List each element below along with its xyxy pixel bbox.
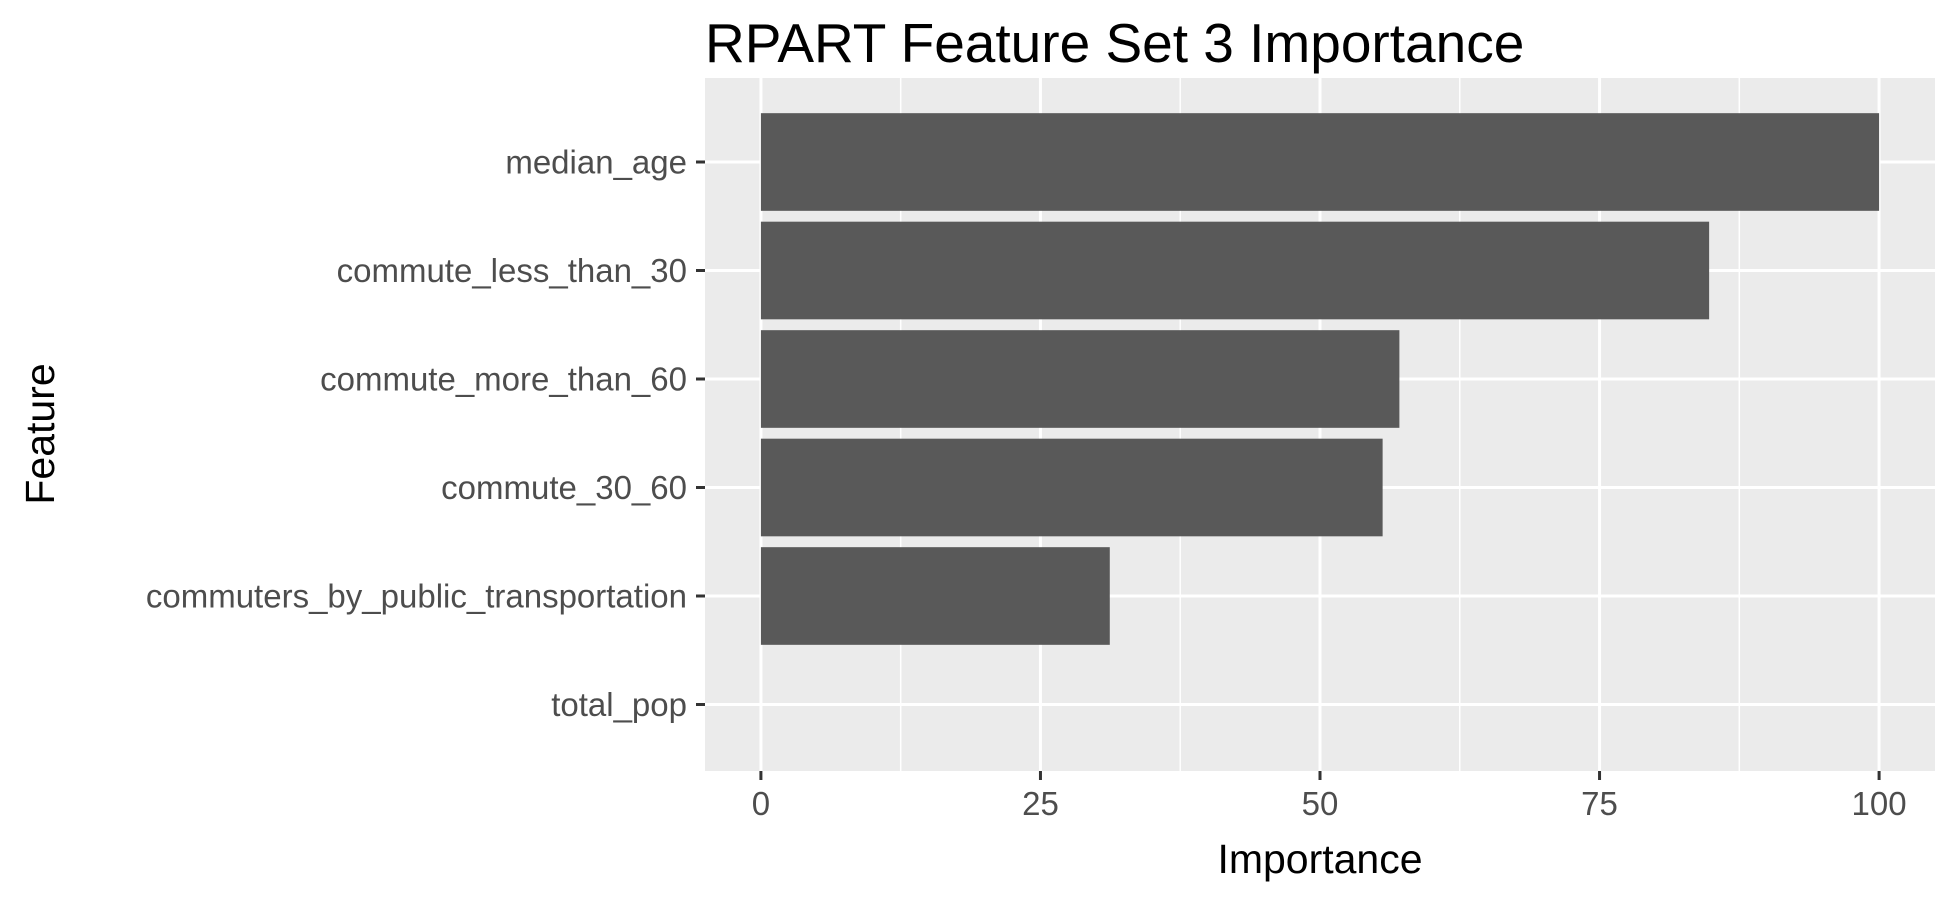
y-axis: median_age commute_less_than_30 commute_mo… bbox=[146, 144, 705, 723]
y-tick-label: commuters_by_public_transportation bbox=[146, 578, 687, 615]
x-tick-label: 75 bbox=[1581, 785, 1618, 822]
y-axis-title: Feature bbox=[17, 363, 63, 504]
bar-commuters-by-public-transportation bbox=[760, 547, 1110, 645]
x-tick-label: 25 bbox=[1022, 785, 1059, 822]
bar-median-age bbox=[760, 113, 1880, 211]
y-tick-label: commute_more_than_60 bbox=[320, 361, 687, 398]
x-tick-label: 50 bbox=[1302, 785, 1339, 822]
y-tick-label: commute_30_60 bbox=[441, 469, 687, 506]
bar-commute-more-than-60 bbox=[760, 330, 1400, 428]
bar-commute-30-60 bbox=[760, 438, 1383, 537]
y-tick-label: median_age bbox=[505, 144, 687, 181]
x-tick-label: 100 bbox=[1852, 785, 1907, 822]
x-axis: 0 25 50 75 100 bbox=[752, 771, 1907, 822]
x-axis-title: Importance bbox=[1217, 836, 1422, 882]
chart-title: RPART Feature Set 3 Importance bbox=[705, 12, 1524, 74]
x-tick-label: 0 bbox=[752, 785, 770, 822]
bars-group bbox=[760, 113, 1880, 645]
y-tick-label: commute_less_than_30 bbox=[337, 252, 687, 289]
bar-commute-less-than-30 bbox=[760, 221, 1710, 320]
y-tick-label: total_pop bbox=[551, 686, 687, 723]
